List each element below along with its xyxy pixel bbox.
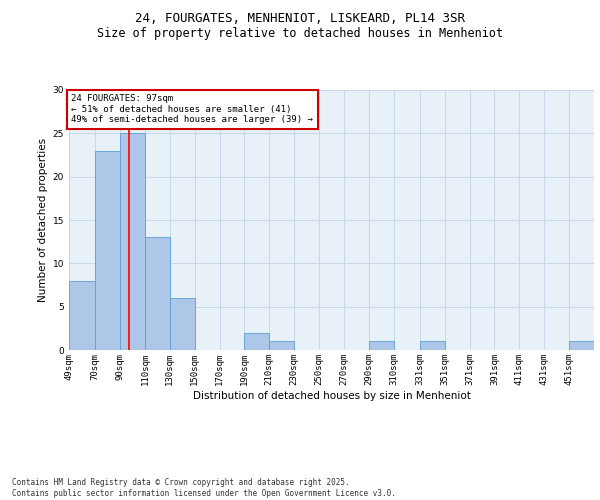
Bar: [244, 332, 269, 350]
Bar: [569, 342, 594, 350]
Bar: [120, 134, 145, 350]
Text: 24 FOURGATES: 97sqm
← 51% of detached houses are smaller (41)
49% of semi-detach: 24 FOURGATES: 97sqm ← 51% of detached ho…: [71, 94, 313, 124]
Bar: [69, 280, 95, 350]
Bar: [170, 298, 194, 350]
Text: 24, FOURGATES, MENHENIOT, LISKEARD, PL14 3SR: 24, FOURGATES, MENHENIOT, LISKEARD, PL14…: [135, 12, 465, 26]
Text: Contains HM Land Registry data © Crown copyright and database right 2025.
Contai: Contains HM Land Registry data © Crown c…: [12, 478, 396, 498]
Bar: [420, 342, 445, 350]
Bar: [369, 342, 394, 350]
X-axis label: Distribution of detached houses by size in Menheniot: Distribution of detached houses by size …: [193, 390, 470, 400]
Text: Size of property relative to detached houses in Menheniot: Size of property relative to detached ho…: [97, 28, 503, 40]
Bar: [95, 150, 120, 350]
Bar: [145, 238, 170, 350]
Bar: [269, 342, 294, 350]
Y-axis label: Number of detached properties: Number of detached properties: [38, 138, 49, 302]
